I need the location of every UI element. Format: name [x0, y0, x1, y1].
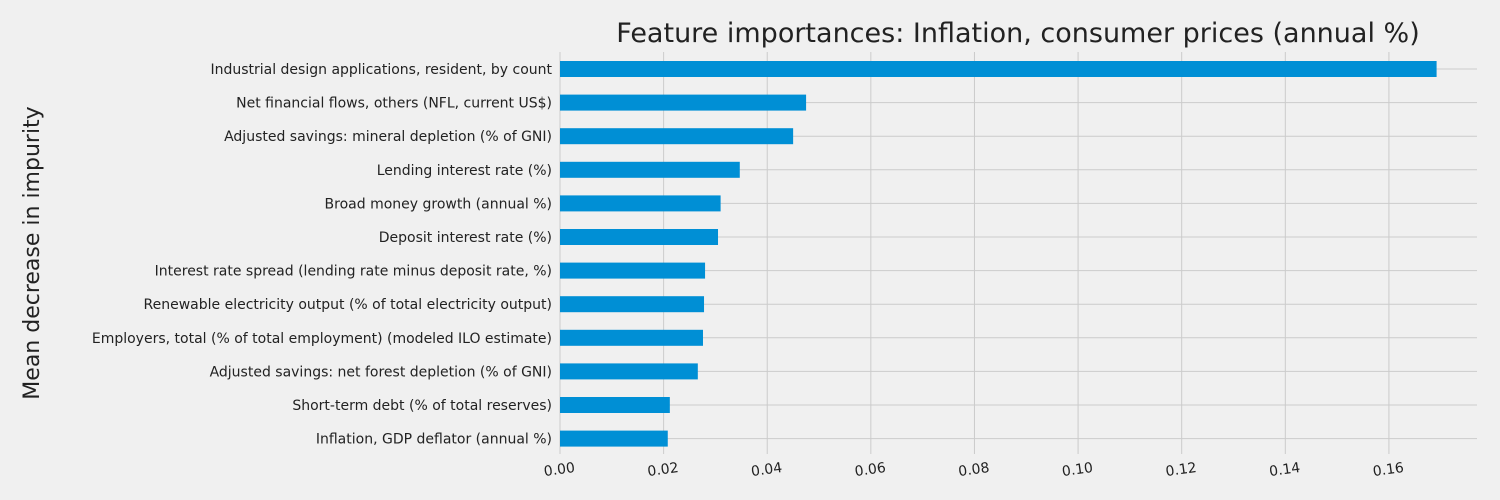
x-tick-label: 0.06: [854, 460, 887, 480]
bar: [560, 94, 807, 111]
label-layer: Industrial design applications, resident…: [92, 62, 553, 448]
category-label: Inflation, GDP deflator (annual %): [316, 432, 552, 448]
bar: [560, 61, 1437, 77]
bar-layer: [560, 61, 1437, 447]
category-label: Short-term debt (% of total reserves): [292, 398, 552, 414]
bar: [560, 262, 706, 279]
x-tick-label: 0.14: [1268, 460, 1301, 480]
bar: [560, 363, 698, 380]
x-tick-label: 0.10: [1061, 460, 1094, 480]
category-label: Employers, total (% of total employment)…: [92, 331, 552, 347]
x-tick-label: 0.04: [750, 460, 783, 480]
category-label: Industrial design applications, resident…: [210, 62, 552, 78]
y-axis-label: Mean decrease in impurity: [20, 106, 45, 399]
bar: [560, 195, 721, 212]
category-label: Deposit interest rate (%): [379, 230, 552, 246]
bar: [560, 296, 705, 313]
bar: [560, 229, 719, 245]
x-tick-label: 0.16: [1372, 460, 1405, 480]
category-label: Interest rate spread (lending rate minus…: [155, 264, 552, 280]
tick-layer: 0.00 0.02 0.04 0.06 0.08 0.10 0.12 0.14 0.16: [543, 460, 1405, 480]
bar: [560, 161, 740, 178]
category-label: Lending interest rate (%): [377, 163, 552, 179]
category-label: Adjusted savings: net forest depletion (…: [210, 364, 552, 380]
bar: [560, 397, 670, 413]
bar: [560, 128, 794, 145]
category-label: Net financial flows, others (NFL, curren…: [236, 96, 552, 112]
bar: [560, 430, 668, 447]
category-label: Broad money growth (annual %): [325, 196, 552, 212]
x-tick-label: 0.02: [647, 460, 680, 480]
category-label: Renewable electricity output (% of total…: [144, 297, 552, 313]
x-tick-label: 0.08: [957, 460, 990, 480]
bar: [560, 329, 703, 346]
chart-title: Feature importances: Inflation, consumer…: [616, 18, 1419, 49]
x-tick-label: 0.00: [543, 460, 576, 480]
category-label: Adjusted savings: mineral depletion (% o…: [224, 129, 552, 145]
x-tick-label: 0.12: [1165, 460, 1198, 480]
